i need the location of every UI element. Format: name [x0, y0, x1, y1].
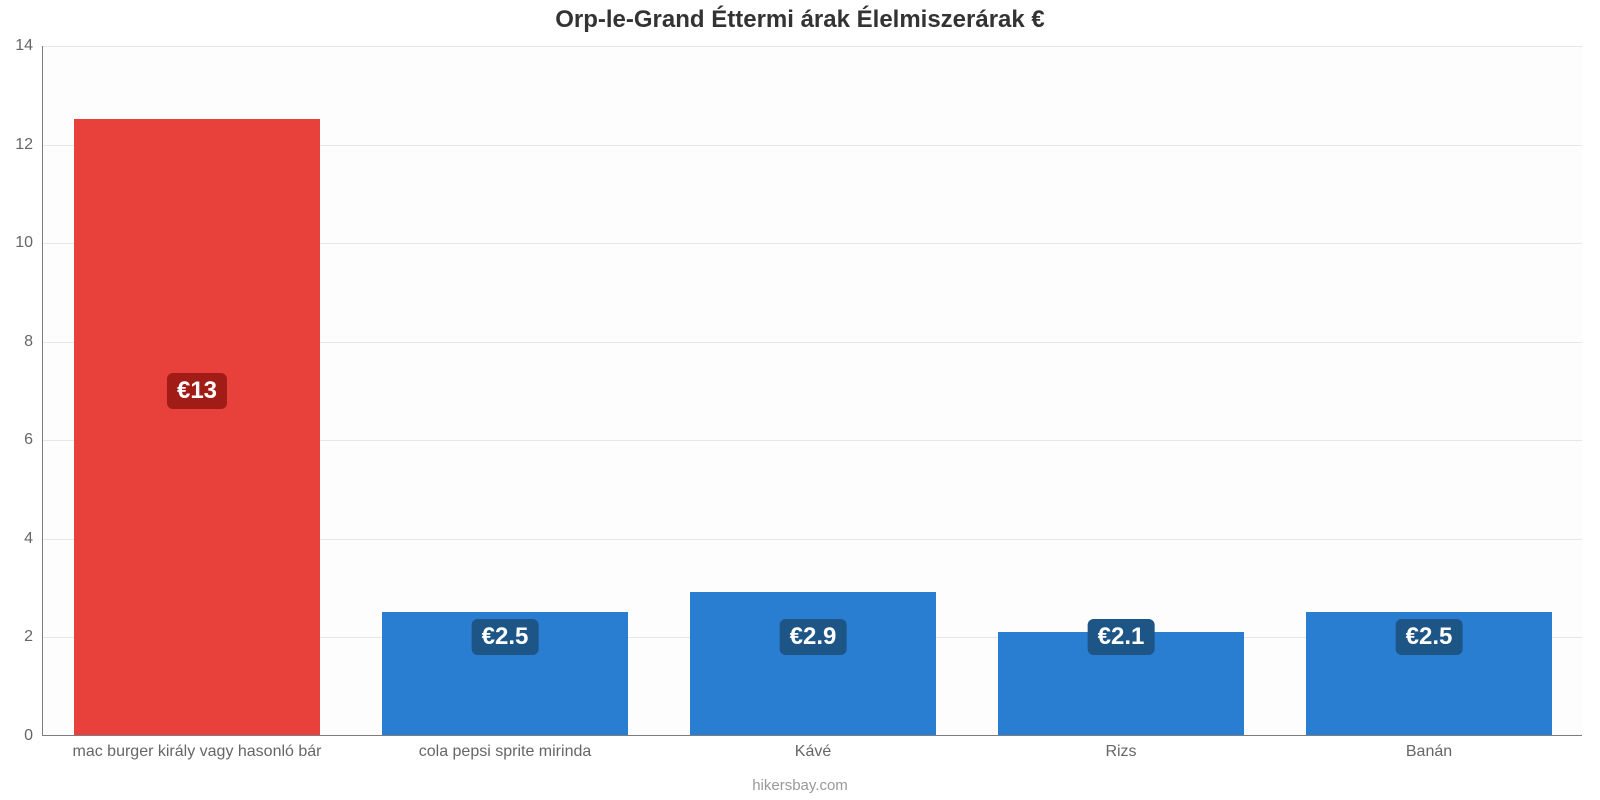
y-tick-label: 8	[24, 333, 43, 351]
x-category-label: Rizs	[1105, 735, 1136, 761]
y-tick-label: 2	[24, 628, 43, 646]
chart-title: Orp-le-Grand Éttermi árak Élelmiszerárak…	[0, 6, 1600, 34]
value-badge: €2.5	[1396, 619, 1463, 655]
plot-area: 02468101214mac burger király vagy hasonl…	[42, 46, 1582, 736]
x-category-label: mac burger király vagy hasonló bár	[72, 735, 321, 761]
x-category-label: Kávé	[795, 735, 831, 761]
x-category-label: cola pepsi sprite mirinda	[419, 735, 592, 761]
bar	[74, 119, 320, 735]
y-tick-label: 14	[15, 37, 43, 55]
y-tick-label: 4	[24, 530, 43, 548]
y-tick-label: 10	[15, 234, 43, 252]
value-badge: €2.1	[1088, 619, 1155, 655]
bar	[690, 592, 936, 735]
value-badge: €2.9	[780, 619, 847, 655]
chart-container: Orp-le-Grand Éttermi árak Élelmiszerárak…	[0, 0, 1600, 800]
value-badge: €2.5	[472, 619, 539, 655]
value-badge: €13	[167, 373, 227, 409]
y-tick-label: 0	[24, 727, 43, 745]
y-tick-label: 12	[15, 136, 43, 154]
y-tick-label: 6	[24, 431, 43, 449]
x-category-label: Banán	[1406, 735, 1452, 761]
credit-text: hikersbay.com	[0, 777, 1600, 794]
gridline	[43, 46, 1582, 47]
